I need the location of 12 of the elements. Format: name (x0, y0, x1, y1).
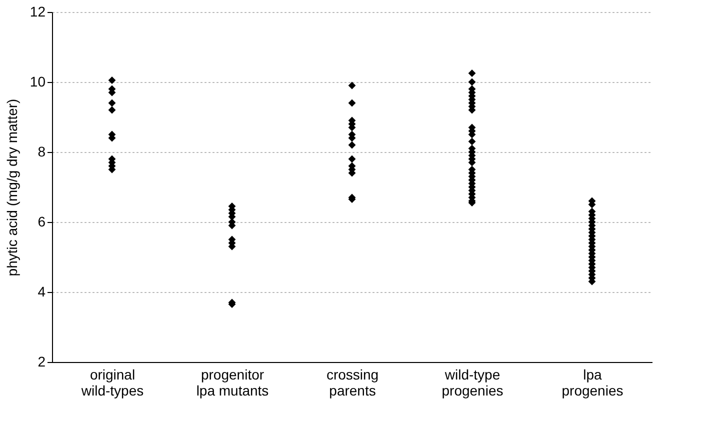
y-axis-title: phytic acid (mg/g dry matter) (4, 98, 20, 276)
y-tick-label: 12 (30, 4, 46, 20)
y-tick-label: 8 (38, 144, 46, 160)
y-tick-label: 2 (38, 354, 46, 370)
x-tick-label: lpa progenies (562, 366, 624, 398)
x-tick-label: crossing parents (326, 366, 379, 398)
y-tick-label: 10 (30, 74, 46, 90)
y-tick-label: 4 (38, 284, 46, 300)
x-tick-label: original wild-types (80, 366, 144, 398)
x-tick-label: progenitor lpa mutants (196, 366, 269, 398)
x-tick-label: wild-type progenies (442, 366, 504, 398)
y-tick-label: 6 (38, 214, 46, 230)
